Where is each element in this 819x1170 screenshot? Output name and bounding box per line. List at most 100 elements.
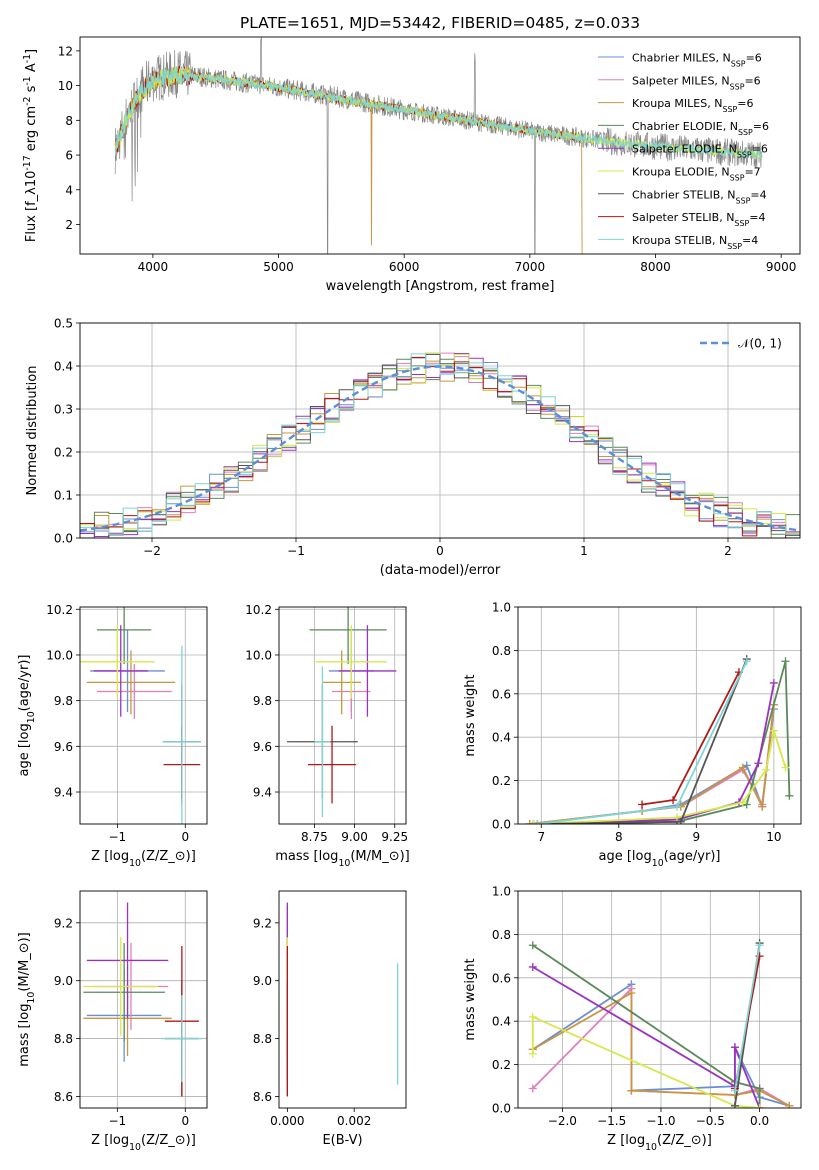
weight-series-line bbox=[532, 944, 761, 1108]
weight-marker bbox=[730, 1043, 739, 1052]
y-tick-label: 2 bbox=[65, 218, 73, 232]
x-axis-label: Z [log10(Z/Z_⊙)] bbox=[91, 1133, 196, 1153]
x-tick-label: 5000 bbox=[263, 260, 294, 274]
axes-frame bbox=[79, 890, 208, 1109]
weight-marker bbox=[758, 802, 767, 811]
y-tick-label: 0.5 bbox=[54, 317, 73, 331]
weight-marker bbox=[738, 763, 747, 772]
normal-curve bbox=[80, 365, 800, 532]
weight-marker bbox=[730, 1086, 739, 1095]
weight-marker bbox=[528, 1084, 537, 1093]
axes-frame bbox=[278, 606, 407, 825]
x-axis-label: (data-model)/error bbox=[380, 563, 501, 578]
spectrum-model-line bbox=[114, 66, 584, 254]
weight-series-line bbox=[533, 730, 787, 824]
axes-frame bbox=[517, 606, 802, 825]
y-tick-label: 9.2 bbox=[253, 916, 272, 930]
weight-marker bbox=[781, 657, 790, 666]
plot-mass_vs_ebv: 0.000 0.002 8.6 8.8 9.0 9.2 E(B-V) bbox=[253, 890, 407, 1148]
errorbar-point bbox=[96, 664, 172, 719]
y-axis-label: mass weight bbox=[463, 674, 478, 756]
x-tick-label: −1.0 bbox=[646, 1114, 675, 1128]
weight-marker bbox=[672, 813, 681, 822]
y-axis-label: mass weight bbox=[463, 958, 478, 1040]
weight-marker bbox=[672, 802, 681, 811]
weight-marker bbox=[627, 1086, 636, 1095]
y-axis-label: Flux [f_λ10-17 erg cm-2 s-1 A-1] bbox=[22, 49, 40, 242]
y-tick-label: 9.4 bbox=[253, 786, 272, 800]
plot-age_vs_Z: −1 0 9.4 9.6 9.8 10.0 10.2 Z [log10(Z/Z_⊙)] age … bbox=[17, 603, 208, 869]
y-tick-label: 10.0 bbox=[245, 648, 272, 662]
x-tick-label: 1 bbox=[580, 544, 588, 558]
weight-marker bbox=[755, 941, 764, 950]
x-tick-label: −1.5 bbox=[597, 1114, 626, 1128]
y-tick-label: 0.4 bbox=[492, 1015, 511, 1029]
spectrum-model-line bbox=[114, 65, 581, 153]
legend-entry: Chabrier ELODIE, NSSP=6 bbox=[632, 120, 769, 137]
plot-age_vs_mass: 8.75 9.00 9.25 9.4 9.6 9.8 10.0 10.2 mass [log10… bbox=[245, 603, 410, 869]
x-tick-label: 7000 bbox=[515, 260, 546, 274]
errorbar-point bbox=[93, 625, 148, 717]
y-tick-label: 0.2 bbox=[492, 774, 511, 788]
y-axis-label: mass [log10(M/M_⊙)] bbox=[17, 932, 37, 1067]
x-tick-label: 4000 bbox=[138, 260, 169, 274]
weight-marker bbox=[528, 1049, 537, 1058]
weight-marker bbox=[669, 796, 678, 805]
x-axis-label: Z [log10(Z/Z_⊙)] bbox=[91, 849, 196, 869]
y-tick-label: 9.8 bbox=[54, 694, 73, 708]
spectrum-data-line bbox=[114, 37, 763, 254]
legend-entry: Chabrier STELIB, NSSP=4 bbox=[632, 188, 767, 205]
plot-area bbox=[83, 902, 203, 1097]
plot-spectrum: 4000 5000 6000 7000 8000 9000 2 4 6 8 10 12 waveleng… bbox=[22, 36, 801, 294]
x-axis-label: wavelength [Angstrom, rest frame] bbox=[326, 279, 555, 294]
y-tick-label: 0.8 bbox=[492, 644, 511, 658]
errorbar-point bbox=[314, 666, 331, 818]
errorbar-point bbox=[96, 607, 152, 665]
y-tick-label: 9.6 bbox=[253, 740, 272, 754]
plot-area bbox=[287, 607, 397, 818]
weight-marker bbox=[528, 941, 537, 950]
x-tick-label: 9 bbox=[693, 830, 701, 844]
legend-entry: Kroupa ELODIE, NSSP=7 bbox=[632, 166, 761, 183]
y-tick-label: 9.0 bbox=[253, 974, 272, 988]
y-tick-label: 8 bbox=[65, 114, 73, 128]
weight-series-line bbox=[734, 945, 761, 1091]
weight-series-line bbox=[532, 991, 790, 1107]
weight-marker bbox=[755, 1084, 764, 1093]
errorbar-point bbox=[315, 625, 387, 699]
weight-marker bbox=[785, 791, 794, 800]
y-tick-label: 1.0 bbox=[492, 885, 511, 899]
errorbar-point bbox=[309, 607, 387, 665]
plot-area bbox=[114, 37, 763, 254]
weight-marker bbox=[755, 1104, 764, 1108]
weight-series-line bbox=[532, 966, 761, 1108]
weight-series-line bbox=[533, 661, 791, 824]
y-tick-label: 9.8 bbox=[253, 694, 272, 708]
x-tick-label: 2 bbox=[724, 544, 732, 558]
weight-marker bbox=[738, 798, 747, 807]
errorbar-point bbox=[83, 937, 159, 1036]
x-tick-label: 6000 bbox=[389, 260, 420, 274]
y-tick-label: 9.2 bbox=[54, 916, 73, 930]
y-tick-label: 9.0 bbox=[54, 974, 73, 988]
errorbar-point bbox=[307, 725, 357, 804]
legend-entry: Kroupa STELIB, NSSP=4 bbox=[632, 234, 758, 251]
plot-area bbox=[80, 352, 800, 538]
errorbar-point bbox=[162, 645, 201, 824]
errorbar-point bbox=[83, 943, 165, 1042]
y-axis-label: age [log10(age/yr)] bbox=[17, 655, 37, 777]
y-tick-label: 0.2 bbox=[54, 446, 73, 460]
y-tick-label: 10.2 bbox=[245, 603, 272, 617]
axes-frame bbox=[79, 606, 208, 825]
legend-entry: Salpeter STELIB, NSSP=4 bbox=[632, 211, 765, 228]
axes-frame bbox=[517, 890, 802, 1109]
x-tick-label: 8 bbox=[615, 830, 623, 844]
legend-entry: 𝒩(0, 1) bbox=[738, 337, 782, 351]
x-axis-label: mass [log10(M/M_⊙)] bbox=[275, 849, 410, 869]
errorbar-point bbox=[80, 625, 155, 699]
weight-marker bbox=[529, 820, 538, 824]
x-tick-label: 7 bbox=[537, 830, 545, 844]
plot-area bbox=[528, 939, 794, 1108]
x-tick-label: 9.00 bbox=[341, 830, 368, 844]
x-tick-label: −1 bbox=[109, 830, 127, 844]
